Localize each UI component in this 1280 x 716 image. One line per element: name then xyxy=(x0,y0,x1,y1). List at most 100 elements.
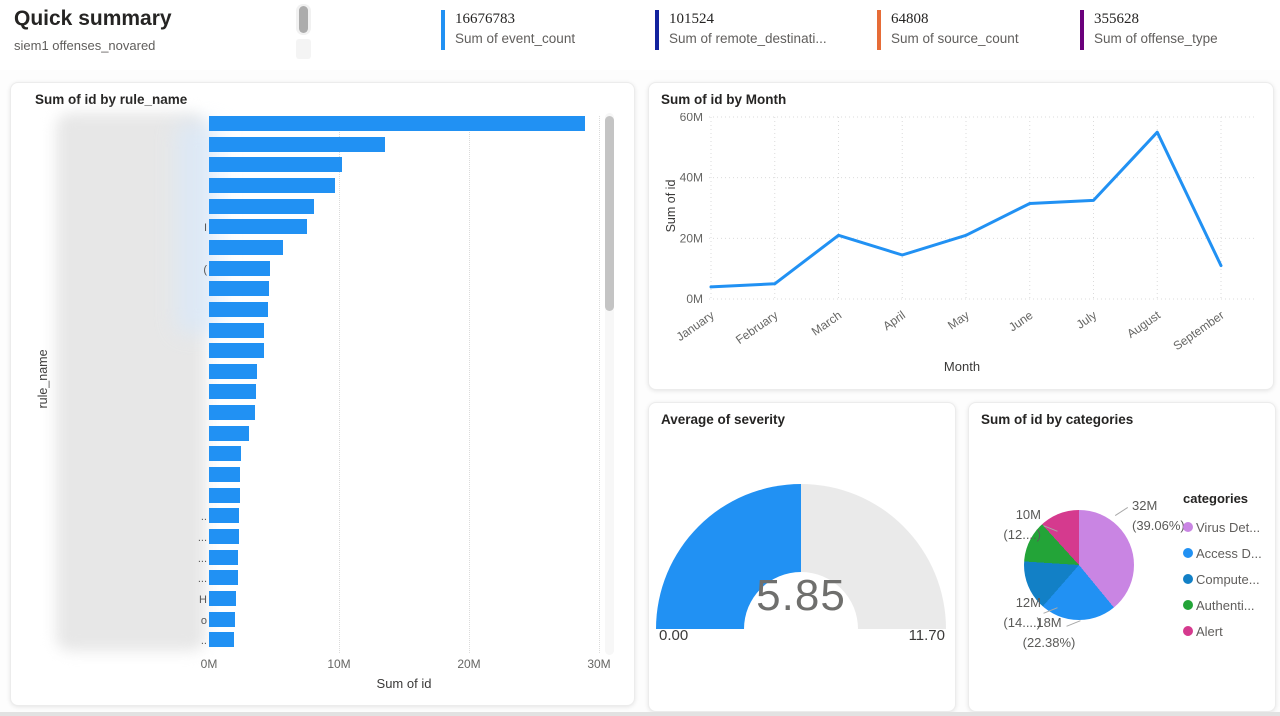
report-header: Quick summary siem1 offenses_novared 166… xyxy=(0,0,1280,70)
bar[interactable] xyxy=(209,343,264,359)
month-tick-label: June xyxy=(1006,308,1036,335)
bar[interactable] xyxy=(209,570,238,586)
bar-chart-scrollbar[interactable] xyxy=(605,113,614,655)
month-tick-label: September xyxy=(1171,308,1227,353)
legend-dot-icon xyxy=(1183,548,1193,558)
gauge-title: Average of severity xyxy=(661,412,786,427)
bar[interactable] xyxy=(209,487,240,503)
bar[interactable] xyxy=(209,239,284,255)
month-tick-label: February xyxy=(733,308,780,347)
page-bottom-edge xyxy=(0,712,1280,716)
bar[interactable] xyxy=(209,425,250,441)
bar[interactable] xyxy=(209,467,241,483)
gridline xyxy=(599,116,600,653)
legend-items: Virus Det... Access D... Compute... Authent… xyxy=(1183,514,1275,644)
callout-value: 32M xyxy=(1132,498,1158,513)
bar[interactable] xyxy=(209,281,269,297)
x-tick-label: 10M xyxy=(327,657,351,671)
x-tick-label: 30M xyxy=(587,657,611,671)
gridline xyxy=(468,116,470,653)
bar-chart-scrollbar-thumb[interactable] xyxy=(605,116,614,311)
bar[interactable] xyxy=(209,260,271,276)
bar[interactable] xyxy=(209,322,264,338)
bar-chart-title: Sum of id by rule_name xyxy=(35,92,188,107)
page-title: Quick summary xyxy=(14,7,172,30)
bar-chart-y-axis-title: rule_name xyxy=(36,349,50,409)
y-tick-label: 0M xyxy=(686,292,703,306)
x-tick-label: 0M xyxy=(200,657,218,671)
pie[interactable] xyxy=(1024,510,1134,620)
bar[interactable] xyxy=(209,198,315,214)
bar[interactable] xyxy=(209,529,239,544)
header-scrollbar-thumb[interactable] xyxy=(299,6,308,33)
pie-callout-computer: 12M (14....) xyxy=(977,593,1041,633)
legend-label: Authenti... xyxy=(1196,597,1255,613)
bar[interactable] xyxy=(209,632,234,648)
kpi-label: Sum of event_count xyxy=(455,31,576,46)
legend-item[interactable]: Compute... xyxy=(1183,566,1275,592)
legend-label: Access D... xyxy=(1196,545,1262,561)
kpi-card-source-count: 64808 Sum of source_count xyxy=(877,10,1019,52)
kpi-accent-bar xyxy=(441,10,445,50)
y-tick-label: 20M xyxy=(680,231,703,245)
header-scrollbar-track[interactable] xyxy=(296,39,311,59)
callout-percent: (14....) xyxy=(1003,615,1041,630)
legend-item[interactable]: Alert xyxy=(1183,618,1275,644)
bar[interactable] xyxy=(209,384,256,400)
bar[interactable] xyxy=(209,136,385,152)
legend-item[interactable]: Authenti... xyxy=(1183,592,1275,618)
bar[interactable] xyxy=(209,405,255,421)
month-tick-label: January xyxy=(674,308,717,344)
pie-chart-title: Sum of id by categories xyxy=(981,412,1134,427)
kpi-card-offense-type: 355628 Sum of offense_type xyxy=(1080,10,1218,52)
bar[interactable] xyxy=(209,177,336,193)
bar[interactable] xyxy=(209,611,235,627)
y-tick-label: 60M xyxy=(680,113,703,124)
line-chart-x-axis-title: Month xyxy=(943,359,981,374)
callout-percent: (39.06%) xyxy=(1132,518,1185,533)
bar[interactable] xyxy=(209,590,236,606)
bar[interactable] xyxy=(209,116,585,131)
bar[interactable] xyxy=(209,446,242,462)
bar[interactable] xyxy=(209,363,258,379)
line-chart-svg: 0M 20M 40M 60M January February March April May J… xyxy=(674,110,1255,353)
bar[interactable] xyxy=(209,301,268,317)
kpi-accent-bar xyxy=(1080,10,1084,50)
line-series xyxy=(709,130,1223,289)
bar-chart-x-axis: 0M 10M 20M 30M xyxy=(201,657,611,673)
kpi-value: 64808 xyxy=(891,11,929,27)
legend-item[interactable]: Virus Det... xyxy=(1183,514,1275,540)
callout-value: 10M xyxy=(1015,507,1041,522)
bar[interactable] xyxy=(209,508,239,524)
rule-name-fragment: .. xyxy=(200,511,207,524)
gauge-card: Average of severity 5.85 0.00 11.70 xyxy=(648,402,956,712)
kpi-label: Sum of source_count xyxy=(891,31,1019,46)
kpi-value: 101524 xyxy=(669,11,714,27)
pie-callout-access: 18M (22.38%) xyxy=(1007,613,1091,653)
legend-dot-icon xyxy=(1183,522,1193,532)
bar[interactable] xyxy=(209,549,238,565)
bar-chart-x-axis-title: Sum of id xyxy=(376,676,432,691)
bar-plot-area xyxy=(209,116,600,653)
legend-dot-icon xyxy=(1183,626,1193,636)
legend-item[interactable]: Access D... xyxy=(1183,540,1275,566)
kpi-accent-bar xyxy=(655,10,659,50)
pie-callout-authentication: 10M (12....) xyxy=(977,505,1041,545)
bar[interactable] xyxy=(209,157,342,173)
month-tick-label: March xyxy=(809,308,844,339)
month-tick-label: April xyxy=(880,308,908,333)
line-chart-card: Sum of id by Month Sum of id 0M 20M 40M 60M… xyxy=(648,82,1274,390)
callout-percent: (22.38%) xyxy=(1022,635,1076,650)
bar[interactable] xyxy=(209,219,307,235)
line-chart-title: Sum of id by Month xyxy=(661,92,787,107)
callout-percent: (12....) xyxy=(1003,527,1041,542)
gauge-value: 5.85 xyxy=(756,571,846,620)
rule-name-fragment: ... xyxy=(197,532,207,544)
rule-name-fragment: o xyxy=(200,614,207,627)
legend-dot-icon xyxy=(1183,600,1193,610)
kpi-accent-bar xyxy=(877,10,881,50)
header-scrollbar[interactable] xyxy=(296,4,311,35)
y-tick-label: 40M xyxy=(680,171,703,185)
gauge-max-label: 11.70 xyxy=(908,627,945,644)
gauge-min-label: 0.00 xyxy=(659,627,689,644)
